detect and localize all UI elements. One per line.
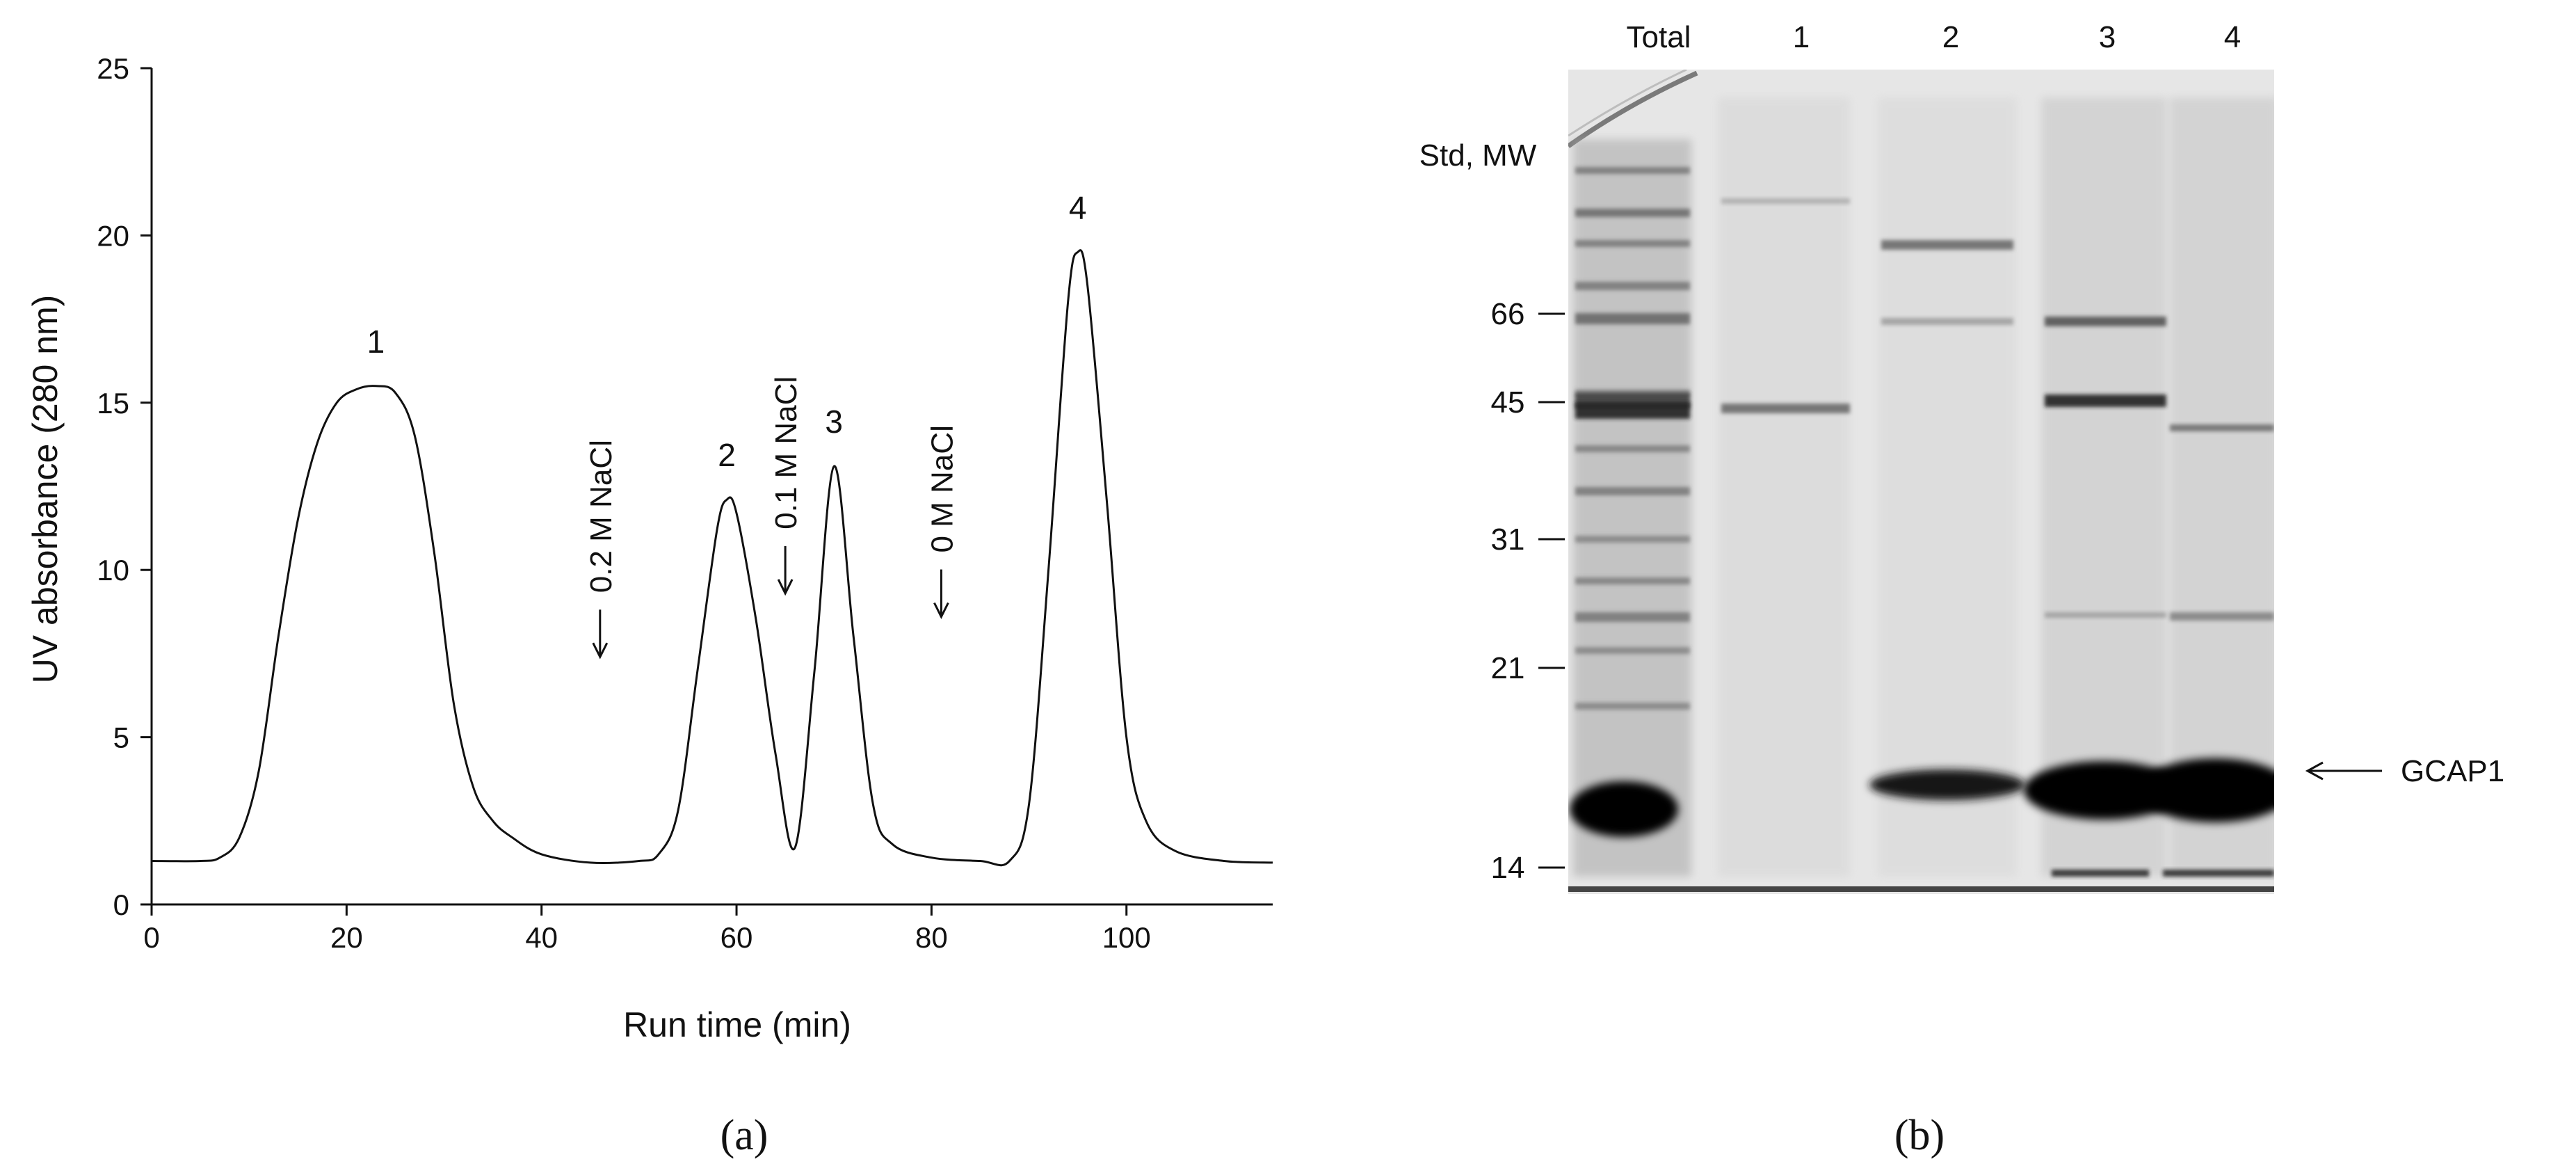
total-band xyxy=(1575,167,1690,174)
peak-label: 3 xyxy=(825,404,843,440)
x-tick-label: 100 xyxy=(1102,921,1151,954)
peak-label: 1 xyxy=(367,324,385,360)
gel-edge-scratch-light xyxy=(1568,70,1687,137)
total-band xyxy=(1575,703,1690,710)
lane4-smear xyxy=(2170,97,2274,877)
lane4-band xyxy=(2170,424,2274,431)
total-lane-bands xyxy=(1575,167,1690,710)
lane2-smear xyxy=(1878,97,2017,877)
total-band xyxy=(1575,612,1690,622)
chromatogram-axes xyxy=(150,68,1273,906)
panel-a-label: (a) xyxy=(721,1112,768,1159)
lane-label: 2 xyxy=(1942,20,1959,54)
mw-markers: 66 45 31 21 14 xyxy=(1491,297,1565,885)
total-band-gcap1 xyxy=(1570,781,1678,837)
annotation-arrowhead xyxy=(933,602,949,619)
peak-label: 2 xyxy=(718,437,736,473)
y-tick-label: 10 xyxy=(97,554,129,586)
annotation-label: 0.2 M NaCl xyxy=(584,440,618,593)
lane3-band-bottom xyxy=(2052,870,2149,877)
x-tick-label: 80 xyxy=(915,921,948,954)
lane-label: 4 xyxy=(2224,20,2241,54)
y-tick-label: 25 xyxy=(97,52,129,85)
lane1-smear xyxy=(1718,97,1850,877)
total-band-45 xyxy=(1575,402,1690,419)
annotation-label: 0.1 M NaCl xyxy=(769,376,803,529)
y-tick-label: 20 xyxy=(97,219,129,252)
gcap1-label: GCAP1 xyxy=(2401,754,2504,788)
mw-label: 21 xyxy=(1491,651,1525,685)
gel-edge-scratch xyxy=(1568,70,1698,148)
lane-label: 3 xyxy=(2099,20,2116,54)
gel-bottom-edge xyxy=(1568,886,2274,892)
y-tick-label: 5 xyxy=(113,721,129,754)
chromatogram-series-line xyxy=(151,249,1273,867)
x-tick-label: 60 xyxy=(721,921,753,954)
lane4-band xyxy=(2170,612,2274,621)
gcap1-pointer: GCAP1 xyxy=(2305,754,2504,788)
peak-label: 4 xyxy=(1069,189,1087,225)
lane2-band-gcap1 xyxy=(1869,769,2025,800)
y-tick-label: 15 xyxy=(97,387,129,420)
lane-label: 1 xyxy=(1793,20,1810,54)
lane-label: Total xyxy=(1627,20,1691,54)
mw-label: 31 xyxy=(1491,522,1525,557)
gcap1-arrowhead xyxy=(2305,761,2324,781)
lane3-band-gcap1 xyxy=(2024,761,2184,820)
gel-image xyxy=(1568,70,2274,892)
chromatogram-ticks: 0 20 40 60 80 100 0 5 10 15 20 25 xyxy=(97,52,1150,954)
lane2-band xyxy=(1881,240,2013,250)
mw-label: 66 xyxy=(1491,297,1525,331)
total-band xyxy=(1575,647,1690,654)
lane-labels: Total 1 2 3 4 xyxy=(1627,20,2241,54)
salt-step-annotations: 0.2 M NaCl 0.1 M NaCl 0 M NaCl xyxy=(584,376,959,660)
lane3-band xyxy=(2045,612,2166,618)
x-tick-label: 0 xyxy=(143,921,159,954)
annotation-arrowhead xyxy=(592,642,609,660)
y-tick-label: 0 xyxy=(113,888,129,921)
total-band xyxy=(1575,445,1690,452)
lane4-band-gcap1 xyxy=(2139,758,2274,822)
total-band xyxy=(1575,282,1690,290)
total-lane-smear xyxy=(1573,139,1691,877)
lane3-band-66 xyxy=(2045,317,2166,326)
x-tick-label: 40 xyxy=(525,921,558,954)
lane2-band xyxy=(1881,318,2013,325)
annotation-arrowhead xyxy=(777,579,794,596)
total-band xyxy=(1575,313,1690,324)
panel-b-label: (b) xyxy=(1894,1112,1945,1159)
annotation-label: 0 M NaCl xyxy=(925,425,959,552)
mw-title: Std, MW xyxy=(1419,138,1537,173)
x-tick-label: 20 xyxy=(330,921,363,954)
lane4-band-bottom xyxy=(2163,870,2274,877)
total-band xyxy=(1575,577,1690,584)
peak-labels: 1 2 3 4 xyxy=(367,189,1087,473)
total-band xyxy=(1575,209,1690,217)
lane1-band-45 xyxy=(1721,404,1850,413)
lane3-band-45 xyxy=(2045,394,2166,407)
lane1-band xyxy=(1721,198,1850,204)
x-axis-label: Run time (min) xyxy=(623,1005,851,1044)
gel-panel: Total 1 2 3 4 66 45 31 21 14 Std, MW GCAP1 (b) xyxy=(1419,20,2505,1159)
total-band xyxy=(1575,536,1690,543)
total-band xyxy=(1575,487,1690,495)
y-axis-label: UV absorbance (280 nm) xyxy=(26,295,65,684)
mw-label: 45 xyxy=(1491,385,1525,420)
mw-label: 14 xyxy=(1491,851,1525,885)
lane3-smear xyxy=(2041,97,2166,877)
total-band xyxy=(1575,240,1690,247)
